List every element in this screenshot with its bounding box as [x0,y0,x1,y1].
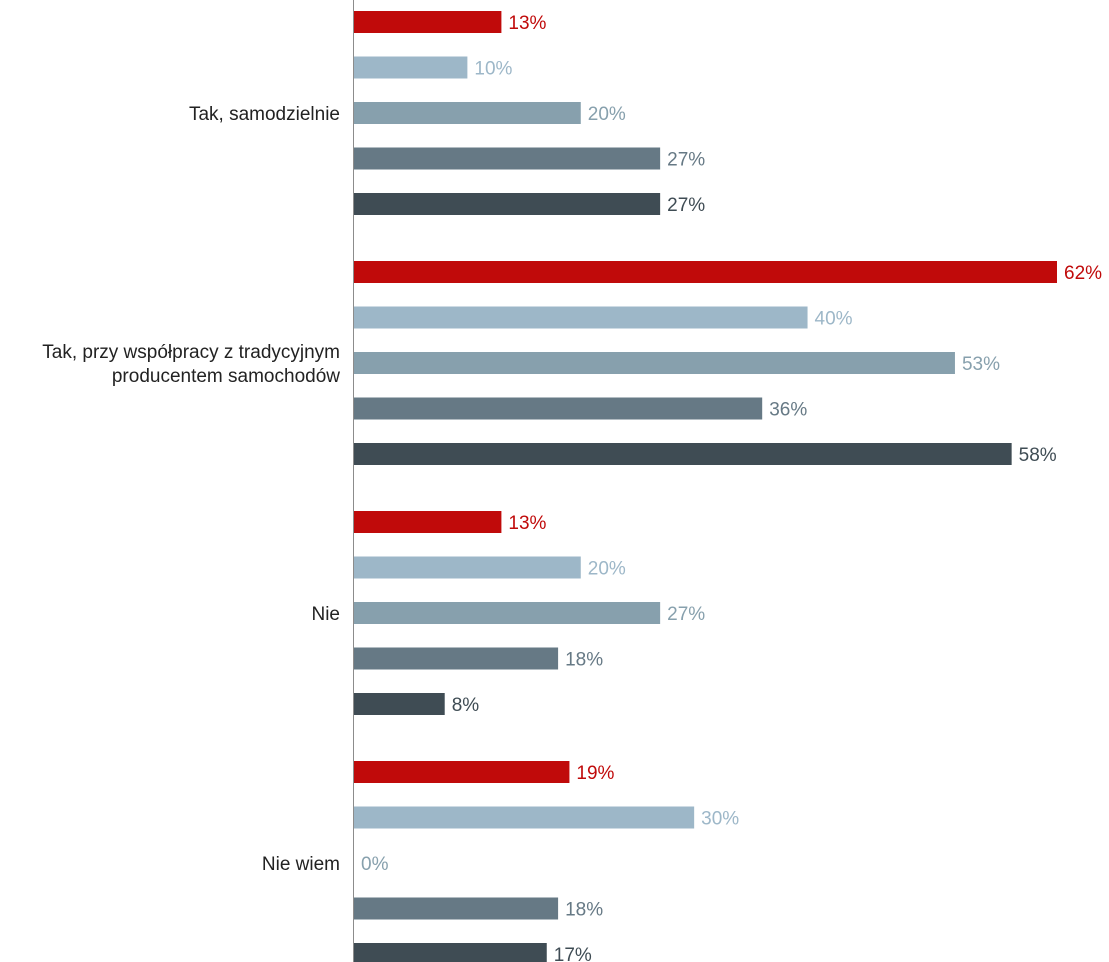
bar [354,352,955,374]
value-label: 19% [576,763,614,784]
value-label: 18% [565,650,603,671]
value-label: 0% [361,854,389,875]
value-label: 10% [474,59,512,80]
bar [354,443,1012,465]
bar [354,897,559,920]
value-label: 17% [554,945,592,962]
category-label: Nie [311,604,340,625]
bar [354,11,502,33]
value-label: 8% [452,695,480,716]
value-label: 27% [667,195,705,216]
category-label: Tak, przy współpracy z tradycyjnym [42,342,340,363]
value-label: 53% [962,354,1000,375]
bar [354,511,502,533]
bar [354,306,808,329]
bar [354,943,547,962]
bar [354,397,763,420]
bar [354,761,570,783]
category-label: Tak, samodzielnie [189,104,340,125]
value-label: 40% [815,309,853,330]
bar [354,693,445,715]
value-label: 20% [588,104,626,125]
value-label: 27% [667,150,705,171]
bar [354,56,468,79]
value-label: 36% [769,400,807,421]
bar [354,193,661,215]
bar [354,556,581,579]
bar [354,102,581,124]
value-label: 13% [508,13,546,34]
bar [354,147,661,170]
bar [354,806,695,829]
value-label: 18% [565,900,603,921]
bar [354,261,1057,283]
category-label: producentem samochodów [112,366,340,387]
value-label: 27% [667,604,705,625]
bar [354,602,661,624]
bar [354,647,559,670]
value-label: 58% [1019,445,1057,466]
value-label: 62% [1064,263,1102,284]
value-label: 13% [508,513,546,534]
category-label: Nie wiem [262,854,340,875]
value-label: 20% [588,559,626,580]
value-label: 30% [701,809,739,830]
